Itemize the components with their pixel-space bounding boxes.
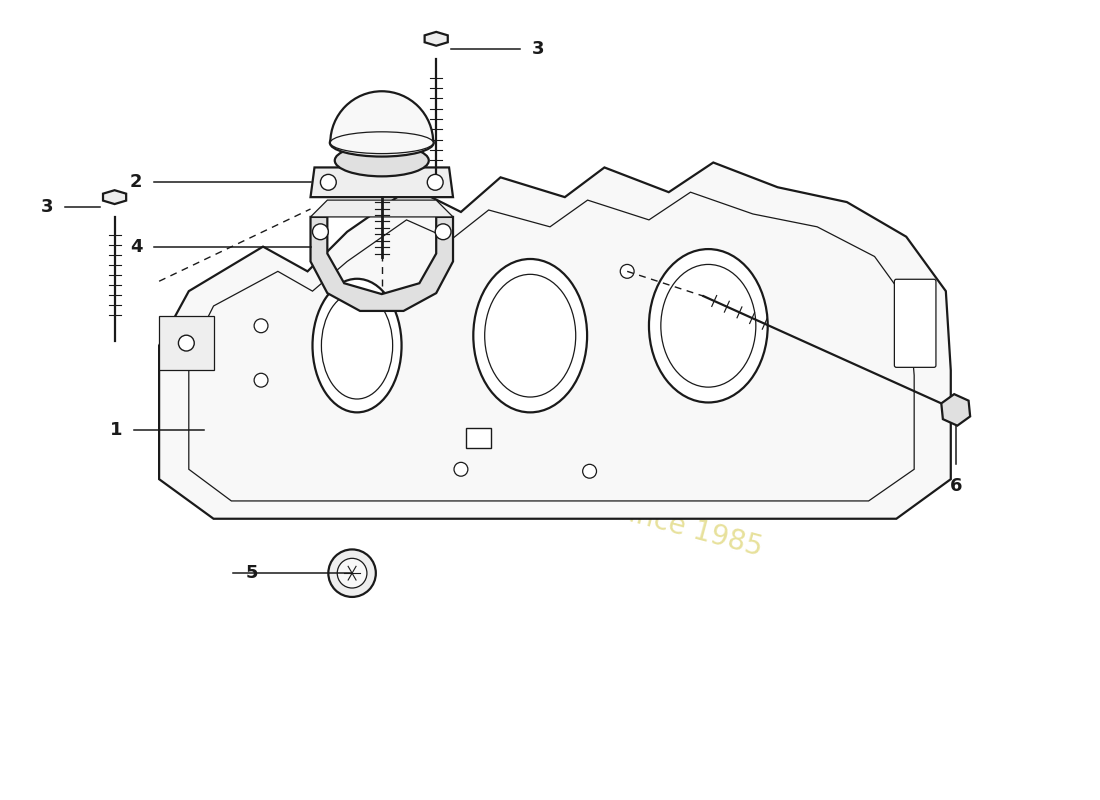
Circle shape [178, 335, 195, 351]
Circle shape [254, 319, 268, 333]
Wedge shape [330, 91, 433, 142]
Polygon shape [942, 394, 970, 426]
Circle shape [454, 462, 467, 476]
Ellipse shape [334, 145, 429, 176]
Circle shape [436, 224, 451, 240]
Circle shape [254, 374, 268, 387]
Text: 6: 6 [949, 477, 962, 495]
Circle shape [583, 464, 596, 478]
Text: 5: 5 [245, 564, 257, 582]
Circle shape [312, 224, 328, 240]
Polygon shape [310, 200, 453, 217]
Text: eurospares: eurospares [393, 277, 905, 484]
Circle shape [620, 265, 634, 278]
Polygon shape [160, 162, 950, 518]
Circle shape [328, 550, 376, 597]
Ellipse shape [473, 259, 587, 412]
Polygon shape [466, 428, 491, 447]
Polygon shape [310, 167, 453, 197]
Circle shape [320, 174, 337, 190]
Text: 3: 3 [532, 40, 544, 58]
Polygon shape [103, 190, 127, 204]
Ellipse shape [649, 249, 768, 402]
Ellipse shape [312, 278, 402, 412]
FancyBboxPatch shape [894, 279, 936, 367]
Text: 1: 1 [110, 421, 122, 438]
Polygon shape [310, 217, 453, 311]
Text: 2: 2 [130, 174, 142, 191]
Text: 3: 3 [41, 198, 53, 216]
Ellipse shape [330, 129, 433, 157]
Circle shape [427, 174, 443, 190]
Polygon shape [160, 316, 213, 370]
Text: a parts supplier since 1985: a parts supplier since 1985 [394, 437, 766, 562]
Polygon shape [425, 32, 448, 46]
Text: 4: 4 [130, 238, 142, 256]
Circle shape [338, 558, 367, 588]
Ellipse shape [330, 132, 433, 154]
